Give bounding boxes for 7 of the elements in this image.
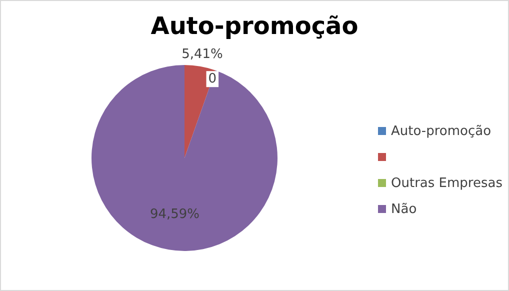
legend-label: Auto-promoção: [391, 124, 492, 138]
data-label: 94,59%: [150, 207, 200, 222]
legend-label: Não: [391, 202, 417, 216]
data-label: 5,41%: [182, 46, 223, 62]
chart-title: Auto-promoção: [150, 12, 360, 40]
legend-label: Outras Empresas: [391, 176, 502, 190]
text: 0: [208, 71, 217, 86]
